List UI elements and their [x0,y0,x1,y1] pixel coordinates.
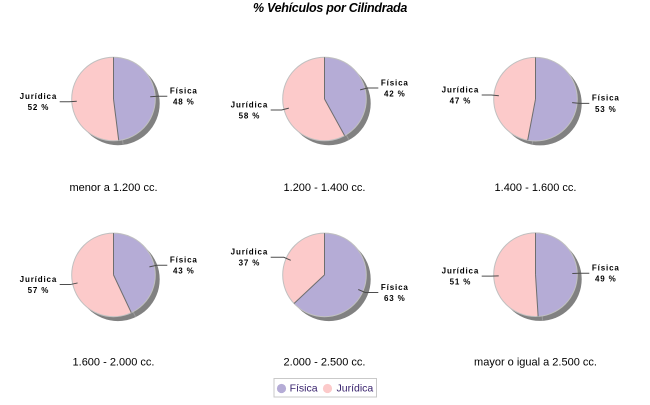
svg-text:42 %: 42 % [384,89,406,98]
svg-text:51 %: 51 % [450,278,472,287]
svg-text:58 %: 58 % [239,111,261,120]
svg-text:Jurídica: Jurídica [337,383,374,395]
svg-text:1.600 - 2.000 cc.: 1.600 - 2.000 cc. [73,357,155,369]
svg-text:Física: Física [381,78,409,87]
svg-text:Jurídica: Jurídica [20,92,57,101]
svg-text:Jurídica: Jurídica [231,248,268,257]
svg-text:Jurídica: Jurídica [231,100,268,109]
svg-text:Física: Física [170,87,198,96]
svg-text:Jurídica: Jurídica [442,85,479,94]
svg-text:53 %: 53 % [595,105,617,114]
svg-text:Física: Física [170,256,198,265]
svg-text:63 %: 63 % [384,294,406,303]
svg-text:37 %: 37 % [239,259,261,268]
svg-text:% Vehículos por Cilindrada: % Vehículos por Cilindrada [253,1,407,15]
svg-text:2.000 - 2.500 cc.: 2.000 - 2.500 cc. [284,357,366,369]
svg-text:Física: Física [592,264,620,273]
svg-text:1.200 - 1.400 cc.: 1.200 - 1.400 cc. [284,182,366,194]
svg-text:Jurídica: Jurídica [20,275,57,284]
svg-text:47 %: 47 % [450,96,472,105]
svg-text:Física: Física [290,383,318,395]
svg-text:57 %: 57 % [28,286,50,295]
svg-text:Física: Física [381,283,409,292]
svg-text:52 %: 52 % [28,103,50,112]
svg-text:Jurídica: Jurídica [442,266,479,275]
svg-text:mayor o igual a 2.500 cc.: mayor o igual a 2.500 cc. [474,357,597,369]
svg-text:48 %: 48 % [173,98,195,107]
svg-text:49 %: 49 % [595,275,617,284]
svg-text:1.400 - 1.600 cc.: 1.400 - 1.600 cc. [495,182,577,194]
svg-text:Física: Física [592,94,620,103]
svg-text:43 %: 43 % [173,267,195,276]
svg-text:menor a 1.200 cc.: menor a 1.200 cc. [69,182,157,194]
